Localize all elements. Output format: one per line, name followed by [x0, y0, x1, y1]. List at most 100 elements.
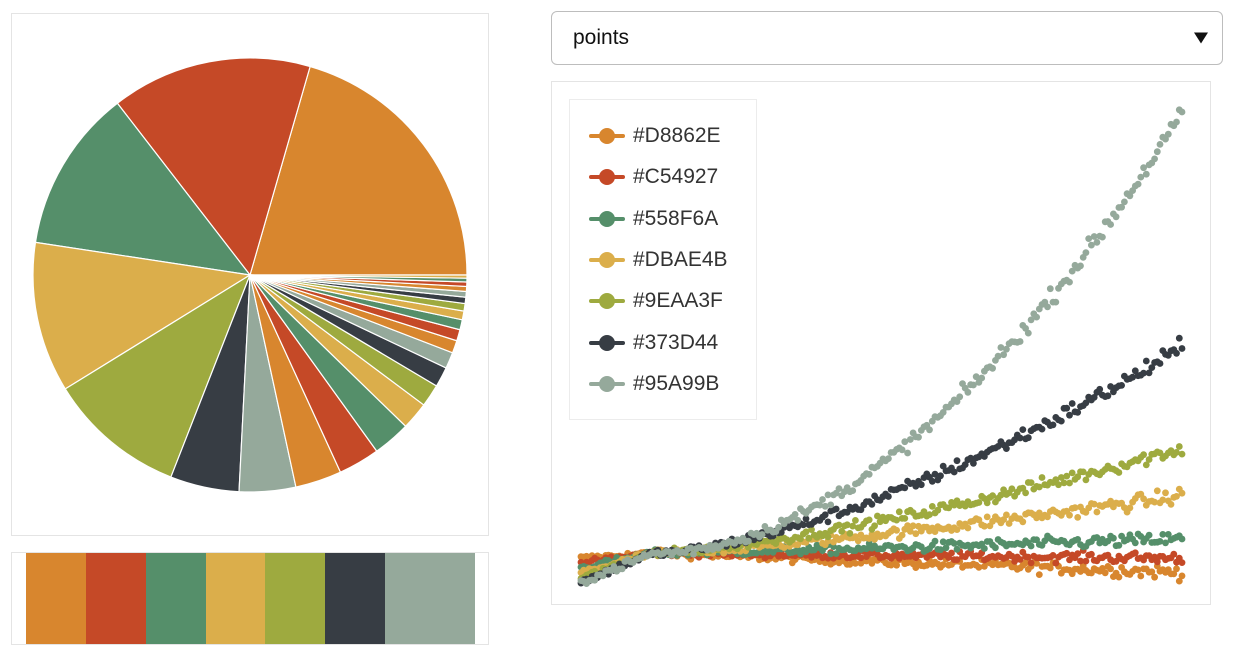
scatter-point — [794, 516, 802, 524]
scatter-point — [843, 508, 851, 516]
scatter-point — [981, 562, 988, 570]
scatter-point — [1052, 476, 1060, 483]
pie-slice — [32, 241, 252, 390]
scatter-point — [1118, 203, 1125, 211]
scatter-point — [871, 522, 878, 530]
scatter-point — [1115, 573, 1123, 581]
scatter-point — [901, 484, 909, 492]
scatter-point — [981, 522, 988, 530]
scatter-point — [1074, 514, 1082, 521]
scatter-point — [1027, 479, 1035, 486]
scatter-point — [893, 561, 900, 569]
scatter-point — [912, 564, 920, 571]
pie-slice — [116, 57, 311, 277]
scatter-point — [1052, 559, 1060, 567]
scatter-point — [854, 537, 862, 545]
scatter-point — [1077, 262, 1084, 270]
legend-item[interactable]: #9EAA3F — [589, 286, 723, 316]
scatter-point — [931, 537, 939, 545]
scatter-point — [1173, 449, 1180, 456]
scatter-point — [1046, 564, 1054, 572]
scatter-point — [720, 549, 728, 557]
scatter-point — [1131, 539, 1139, 547]
scatter-point — [1049, 552, 1057, 559]
scatter-point — [1049, 421, 1057, 429]
legend-item[interactable]: #95A99B — [589, 369, 719, 399]
chart-type-select-value: points — [573, 26, 630, 49]
scatter-point — [868, 531, 876, 538]
legend-item[interactable]: #373D44 — [589, 328, 718, 358]
scatter-point — [1038, 425, 1046, 433]
scatter-point — [1142, 461, 1150, 469]
legend-item[interactable]: #C54927 — [589, 162, 718, 192]
scatter-point — [1035, 483, 1043, 491]
scatter-point — [1079, 468, 1087, 476]
scatter-point — [898, 446, 906, 454]
scatter-point — [950, 468, 958, 476]
legend-item[interactable]: #DBAE4B — [589, 245, 728, 275]
scatter-point — [1046, 285, 1054, 293]
scatter-point — [690, 550, 697, 558]
scatter-point — [1019, 426, 1027, 433]
scatter-point — [994, 352, 1002, 360]
scatter-point — [1137, 572, 1145, 580]
scatter-point — [1104, 392, 1112, 400]
scatter-point — [1033, 313, 1040, 321]
scatter-point — [846, 561, 854, 568]
scatter-point — [1024, 434, 1032, 442]
scatter-point — [904, 522, 911, 530]
scatter-point — [1178, 345, 1186, 352]
scatter-point — [1115, 541, 1123, 549]
scatter-point — [1082, 476, 1090, 484]
scatter-point — [893, 526, 900, 534]
legend-item[interactable]: #558F6A — [589, 204, 718, 234]
scatter-point — [926, 511, 933, 518]
scatter-point — [931, 470, 939, 478]
scatter-point — [1112, 557, 1120, 565]
scatter-point — [1016, 338, 1024, 345]
scatter-point — [1110, 534, 1117, 542]
scatter-point — [1145, 369, 1153, 377]
scatter-point — [758, 531, 766, 538]
scatter-point — [937, 546, 944, 554]
scatter-point — [1000, 351, 1007, 359]
scatter-point — [942, 544, 950, 552]
scatter-point — [802, 515, 810, 523]
pie-slice — [34, 102, 252, 276]
scatter-point — [1063, 549, 1071, 557]
scatter-point — [1173, 118, 1180, 126]
scatter-point — [1090, 394, 1098, 401]
scatter-point — [819, 496, 826, 503]
scatter-point — [1099, 233, 1106, 241]
legend-item[interactable]: #D8862E — [589, 121, 721, 151]
legend-label: #9EAA3F — [633, 289, 723, 313]
scatter-point — [1126, 192, 1134, 200]
chart-type-select[interactable]: points — [551, 11, 1223, 65]
scatter-point — [953, 526, 961, 533]
scatter-point — [1175, 334, 1183, 342]
scatter-point — [1027, 559, 1035, 567]
legend-label: #373D44 — [633, 330, 719, 354]
scatter-point — [997, 491, 1005, 499]
scatter-point — [1074, 536, 1082, 543]
scatter-point — [821, 511, 829, 519]
scatter-point — [1170, 570, 1178, 578]
palette-swatch — [85, 553, 146, 644]
scatter-point — [824, 518, 832, 526]
scatter-point — [1060, 479, 1068, 487]
pie-slice — [64, 273, 252, 478]
scatter-point — [1016, 556, 1024, 563]
scatter-legend: #D8862E #C54927 #558F6A #DBAE4B #9EAA3F #373D… — [569, 99, 757, 420]
scatter-point — [805, 534, 813, 542]
scatter-point — [591, 576, 599, 584]
scatter-point — [1027, 316, 1035, 324]
scatter-point — [898, 531, 906, 539]
scatter-point — [1164, 531, 1172, 538]
scatter-point — [983, 513, 991, 521]
scatter-point — [1118, 382, 1125, 389]
pie-chart-panel — [11, 13, 489, 536]
scatter-point — [777, 529, 785, 536]
scatter-point — [885, 455, 892, 462]
scatter-point — [1074, 550, 1082, 557]
scatter-point — [852, 560, 859, 567]
